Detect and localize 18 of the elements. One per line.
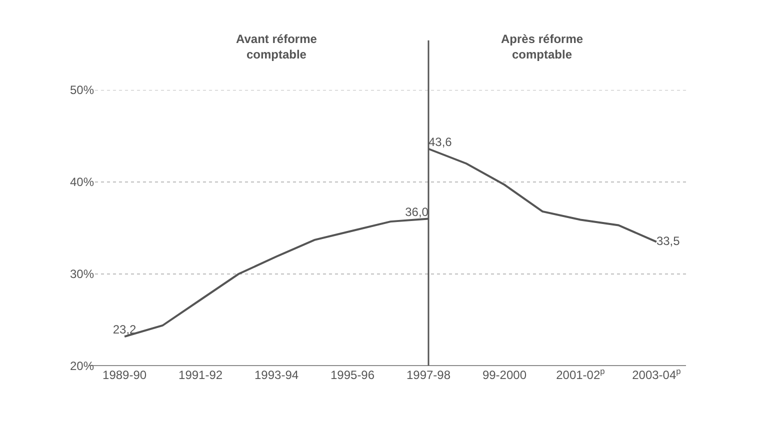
y-tick-label: 30% [70,267,94,282]
y-tick-label: 40% [70,175,94,190]
y-tick-label: 20% [70,359,94,374]
x-tick-label: 1995-96 [330,368,375,382]
data-label: 23,2 [112,322,137,337]
data-label: 36,0 [405,204,429,219]
x-tick-label: 2001-02$^{p}$ [556,366,606,382]
x-tick-label: 99-2000 [482,368,527,382]
x-tick-label: 1993-94 [254,368,299,382]
x-tick-label: 1997-98 [406,368,451,382]
x-tick-label: 2003-04$^{p}$ [632,366,682,382]
data-label: 43,6 [428,134,452,149]
y-tick-label: 50% [70,83,94,98]
text: Après réforme comptable [501,32,584,62]
x-tick-label: 1991-92 [178,368,223,382]
data-label: 33,5 [656,234,680,248]
x-tick-label: 1989-90 [102,368,147,382]
text: Avant réforme comptable [236,32,318,62]
